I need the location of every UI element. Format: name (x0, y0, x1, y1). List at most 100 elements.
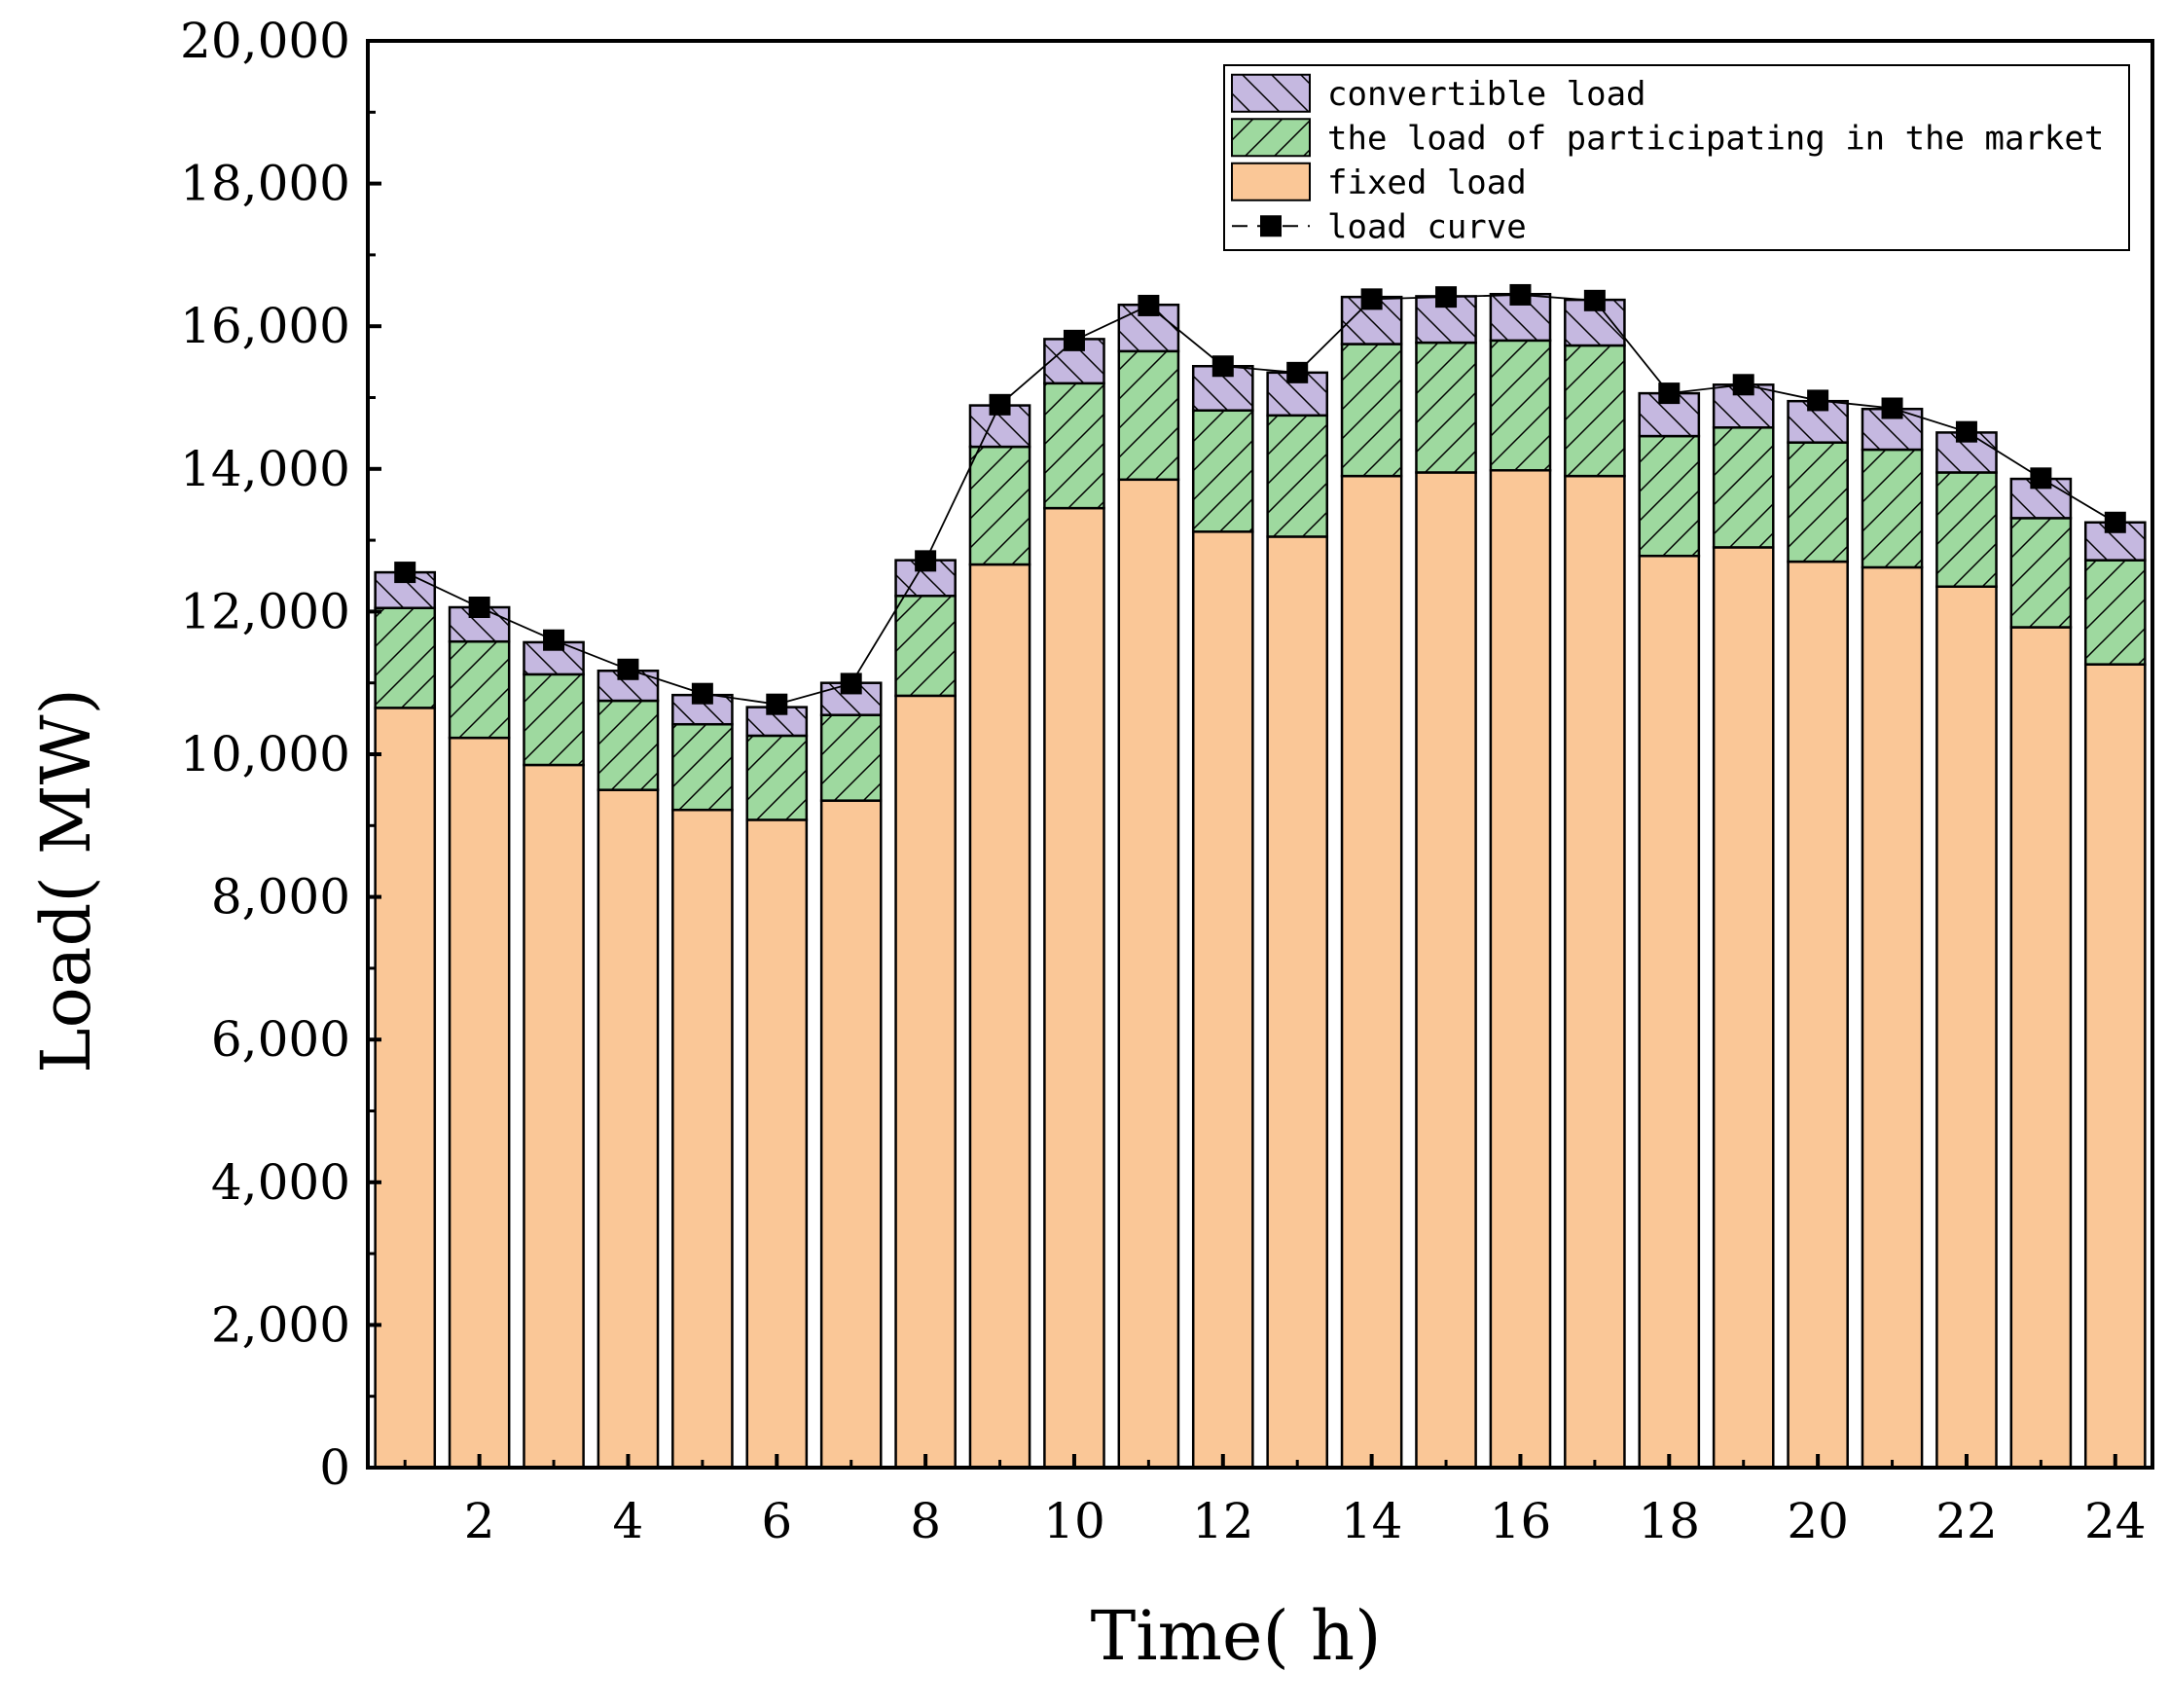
bar-fixed-load-13 (1267, 536, 1327, 1468)
load-curve-point-19 (1732, 374, 1754, 396)
load-curve-line (404, 294, 2116, 706)
bar-the-load-of-participating-in-the-market-22-hatch (1936, 472, 1997, 587)
y-tick-label: 14,000 (180, 441, 350, 497)
bar-the-load-of-participating-in-the-market-23-hatch (2010, 518, 2071, 628)
bar-the-load-of-participating-in-the-market-14-hatch (1342, 344, 1402, 477)
legend-swatch-2 (1232, 163, 1310, 200)
bar-fixed-load-5 (672, 810, 733, 1468)
load-curve-point-12 (1211, 355, 1234, 378)
bar-the-load-of-participating-in-the-market-24-hatch (2085, 560, 2146, 665)
x-tick-label: 6 (761, 1493, 792, 1549)
legend-swatch-outline-0 (1231, 73, 1311, 113)
bar-fixed-load-7 (821, 800, 882, 1468)
legend-box (1223, 64, 2130, 251)
bar-fixed-load-2 (450, 738, 510, 1468)
load-curve-point-1 (394, 562, 416, 584)
y-tick-label: 6,000 (211, 1011, 350, 1068)
load-curve-point-14 (1360, 288, 1383, 310)
bar-fixed-load-16 (1490, 470, 1551, 1468)
load-curve-point-7 (840, 672, 862, 695)
bar-the-load-of-participating-in-the-market-7-hatch (821, 714, 882, 801)
bar-fixed-load-12 (1193, 531, 1253, 1468)
bar-the-load-of-participating-in-the-market-20-hatch (1788, 442, 1848, 563)
bar-the-load-of-participating-in-the-market-18-hatch (1639, 436, 1699, 557)
load-curve-point-13 (1286, 361, 1309, 383)
x-tick-label: 16 (1490, 1493, 1552, 1549)
load-curve-point-22 (1955, 420, 1977, 443)
y-tick-label: 18,000 (180, 156, 350, 212)
bars-layer (374, 292, 2147, 1470)
x-tick-label: 10 (1043, 1493, 1105, 1549)
load-curve-point-10 (1063, 329, 1085, 351)
load-curve-point-5 (691, 682, 713, 705)
bar-fixed-load-23 (2010, 627, 2071, 1468)
bar-fixed-load-19 (1714, 547, 1774, 1468)
y-tick-label: 2,000 (211, 1296, 350, 1353)
bar-the-load-of-participating-in-the-market-5-hatch (672, 724, 733, 811)
bar-fixed-load-22 (1936, 586, 1997, 1468)
bar-fixed-load-4 (597, 789, 659, 1468)
bar-the-load-of-participating-in-the-market-17-hatch (1565, 345, 1625, 477)
bar-fixed-load-1 (375, 708, 435, 1468)
bar-the-load-of-participating-in-the-market-21-hatch (1862, 450, 1923, 567)
bar-fixed-load-3 (524, 764, 584, 1468)
legend-swatch-hatch-0 (1232, 74, 1310, 112)
x-tick-label: 4 (613, 1493, 644, 1549)
x-tick-label: 22 (1935, 1493, 1998, 1549)
bar-the-load-of-participating-in-the-market-3-hatch (524, 673, 584, 765)
y-tick-label: 10,000 (180, 726, 350, 782)
load-curve-point-18 (1658, 382, 1681, 405)
bar-fixed-load-11 (1118, 479, 1178, 1468)
legend-swatch-hatch-1 (1232, 119, 1310, 157)
bar-the-load-of-participating-in-the-market-4-hatch (597, 701, 659, 790)
bar-the-load-of-participating-in-the-market-11-hatch (1118, 350, 1178, 480)
load-curve-point-24 (2104, 511, 2126, 533)
bar-the-load-of-participating-in-the-market-19-hatch (1714, 427, 1774, 548)
bar-the-load-of-participating-in-the-market-1-hatch (375, 607, 435, 709)
bar-the-load-of-participating-in-the-market-15-hatch (1416, 343, 1476, 473)
x-tick-label: 12 (1192, 1493, 1254, 1549)
load-curve-point-16 (1509, 283, 1532, 306)
bar-the-load-of-participating-in-the-market-2-hatch (450, 641, 510, 739)
bar-fixed-load-21 (1862, 566, 1923, 1468)
legend-label-1: the load of participating in the market (1327, 119, 2104, 158)
load-curve-point-15 (1435, 286, 1458, 309)
x-tick-label: 8 (910, 1493, 941, 1549)
bar-fixed-load-24 (2085, 664, 2146, 1468)
y-tick-label: 12,000 (180, 583, 350, 639)
x-tick-label: 18 (1638, 1493, 1700, 1549)
load-curve-point-2 (468, 597, 490, 619)
load-curve-point-6 (766, 693, 788, 715)
legend-label-2: fixed load (1327, 164, 1527, 202)
load-curve-point-9 (989, 393, 1011, 416)
bar-the-load-of-participating-in-the-market-8-hatch (895, 596, 956, 696)
load-curve-point-17 (1583, 289, 1606, 311)
bar-the-load-of-participating-in-the-market-12-hatch (1193, 410, 1253, 532)
bar-the-load-of-participating-in-the-market-9-hatch (969, 447, 1030, 565)
legend-label-3: load curve (1327, 207, 1527, 246)
load-curve-point-21 (1881, 397, 1903, 419)
bar-fixed-load-14 (1342, 476, 1402, 1468)
axes-layer: 0 2,000 4,000 6,000 8,000 10,000 12,000 14,000 1… (180, 13, 2154, 1549)
bar-the-load-of-participating-in-the-market-6-hatch (746, 735, 807, 820)
bar-fixed-load-20 (1788, 562, 1848, 1468)
y-tick-label: 16,000 (180, 298, 350, 354)
load-curve-point-23 (2030, 467, 2052, 490)
bar-fixed-load-15 (1416, 472, 1476, 1469)
load-curve-point-3 (543, 629, 565, 651)
x-tick-label: 20 (1787, 1493, 1849, 1549)
bar-the-load-of-participating-in-the-market-10-hatch (1044, 382, 1104, 509)
legend-swatch-outline-1 (1231, 118, 1311, 158)
load-curve-point-20 (1807, 389, 1829, 412)
y-tick-label: 20,000 (180, 13, 350, 69)
x-axis-title: Time( h) (1091, 1596, 1382, 1676)
load-curve-point-4 (617, 658, 639, 680)
x-tick-label: 14 (1341, 1493, 1403, 1549)
legend-label-0: convertible load (1327, 75, 1646, 114)
y-tick-label: 0 (319, 1439, 350, 1496)
y-tick-label: 8,000 (211, 869, 350, 926)
bar-the-load-of-participating-in-the-market-13-hatch (1267, 415, 1327, 537)
legend-swatch-outline-2 (1231, 162, 1311, 201)
